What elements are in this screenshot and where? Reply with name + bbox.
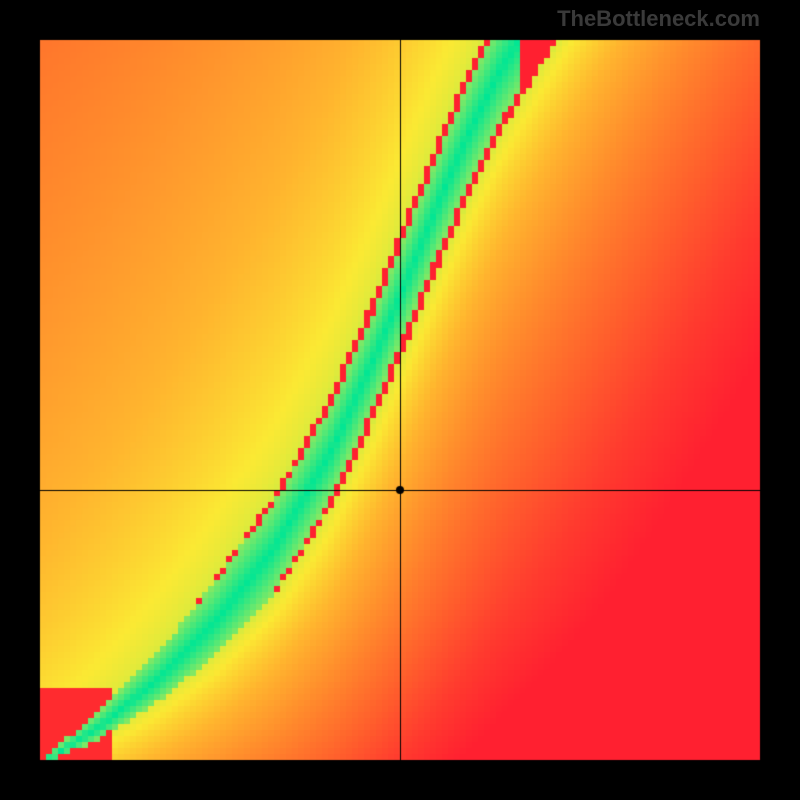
bottleneck-heatmap [0,0,800,800]
chart-container: TheBottleneck.com [0,0,800,800]
